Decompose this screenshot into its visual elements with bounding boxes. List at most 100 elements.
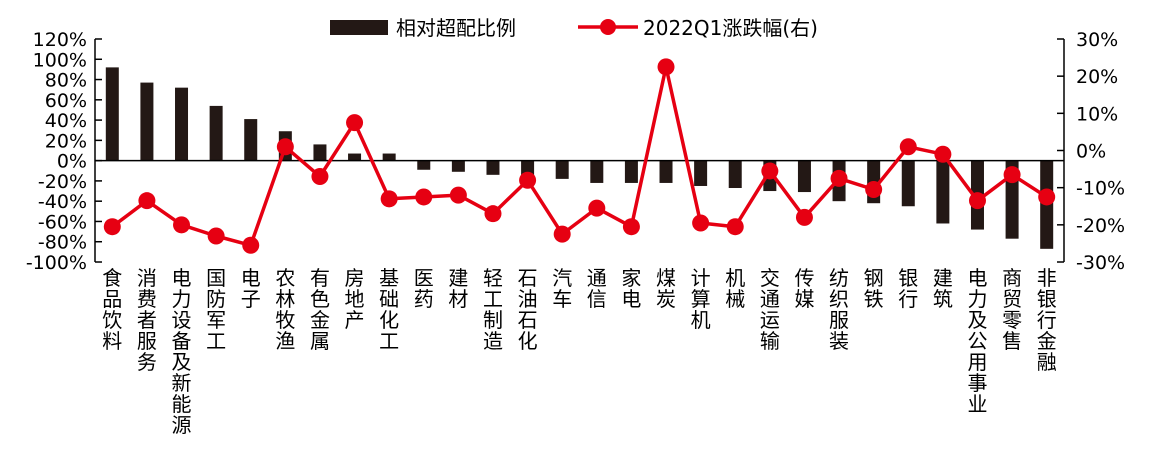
x-tick-label: 建筑	[933, 266, 953, 311]
y-left-tick-label: -20%	[38, 171, 87, 193]
y-left-tick-label: 40%	[45, 110, 87, 132]
x-tick-label: 机械	[725, 266, 745, 311]
bar-机械	[728, 160, 742, 189]
legend-line-marker	[600, 19, 616, 35]
line-point-传媒	[795, 208, 813, 226]
y-left-tick-label: -60%	[38, 211, 87, 233]
y-left-tick-label: 120%	[33, 29, 87, 51]
line-point-建筑	[934, 145, 952, 163]
x-tick-label: 银行	[898, 266, 918, 311]
line-point-石油石化	[519, 171, 537, 189]
x-tick-label: 非银行金融	[1037, 266, 1057, 374]
line-point-通信	[588, 199, 606, 217]
y-right-tick-label: 0%	[1076, 141, 1106, 163]
y-right-tick-label: 10%	[1076, 103, 1118, 125]
x-tick-label: 钢铁	[864, 266, 884, 311]
x-tick-label: 电力设备及新能源	[172, 266, 192, 437]
category-labels: 食品饮料消费者服务电力设备及新能源国防军工电子农林牧渔有色金属房地产基础化工医药…	[102, 266, 1056, 437]
line-point-有色金属	[311, 168, 329, 186]
line-point-机械	[726, 218, 744, 236]
x-tick-label: 传媒	[794, 266, 814, 311]
line-point-食品饮料	[103, 218, 121, 236]
x-tick-label: 电子	[241, 266, 261, 311]
line-point-医药	[415, 188, 433, 206]
x-tick-label: 有色金属	[310, 266, 330, 353]
y-right-tick-label: 30%	[1076, 29, 1118, 51]
line-point-商贸零售	[1003, 166, 1021, 184]
x-tick-label: 建材	[448, 266, 468, 311]
legend-bar-label: 相对超配比例	[396, 16, 516, 40]
y-right-tick-label: -10%	[1076, 178, 1125, 200]
y-left-tick-label: -100%	[26, 252, 87, 274]
line-point-汽车	[553, 225, 571, 243]
x-tick-label: 农林牧渔	[275, 266, 295, 353]
line-series	[103, 58, 1056, 254]
line-point-家电	[622, 218, 640, 236]
y-left-tick-label: 100%	[33, 49, 87, 71]
bar-通信	[590, 160, 604, 183]
y-axis-right: 30% 20% 10% 0% -10% -20% -30%	[1057, 29, 1125, 274]
legend-line-label: 2022Q1涨跌幅(右)	[643, 16, 818, 40]
x-tick-label: 家电	[621, 266, 641, 311]
bar-汽车	[555, 160, 569, 179]
line-point-轻工制造	[484, 205, 502, 223]
line-point-基础化工	[380, 190, 398, 208]
bar-建材	[451, 160, 465, 172]
x-tick-label: 房地产	[345, 266, 365, 332]
line-point-电力及公用事业	[968, 192, 986, 210]
x-tick-label: 轻工制造	[483, 266, 503, 353]
x-tick-label: 食品饮料	[102, 266, 122, 353]
y-left-tick-label: 60%	[45, 90, 87, 112]
bar-煤炭	[659, 160, 673, 183]
x-tick-label: 消费者服务	[137, 266, 157, 374]
line-point-非银行金融	[1038, 188, 1056, 206]
bar-家电	[624, 160, 638, 183]
line-point-计算机	[692, 214, 710, 232]
y-left-tick-label: 80%	[45, 70, 87, 92]
x-tick-label: 医药	[414, 266, 434, 311]
line-point-钢铁	[865, 181, 883, 199]
x-tick-label: 基础化工	[379, 266, 399, 353]
line-path	[111, 65, 1048, 248]
line-point-农林牧渔	[276, 138, 294, 156]
x-tick-label: 煤炭	[656, 266, 676, 311]
x-tick-label: 汽车	[552, 266, 572, 311]
bar-有色金属	[313, 144, 327, 161]
bar-医药	[417, 160, 431, 170]
y-right-tick-label: -20%	[1076, 215, 1125, 237]
y-axis-left: 120%100%80%60%40%20%0%-20%-40%-60%-80%-1…	[26, 29, 102, 274]
line-point-电力设备及新能源	[173, 216, 191, 234]
bar-基础化工	[382, 153, 396, 161]
line-point-纺织服装	[830, 169, 848, 187]
line-point-国防军工	[207, 227, 225, 245]
x-tick-label: 纺织服装	[829, 266, 849, 353]
bar-食品饮料	[105, 67, 119, 161]
line-point-交通运输	[761, 162, 779, 180]
y-left-tick-label: -80%	[38, 232, 87, 254]
line-point-电子	[242, 236, 260, 254]
bar-消费者服务	[140, 82, 154, 161]
bar-国防军工	[209, 105, 223, 161]
y-left-tick-label: -40%	[38, 191, 87, 213]
bar-建筑	[936, 160, 950, 224]
bar-传媒	[797, 160, 811, 193]
bar-电力设备及新能源	[175, 87, 189, 161]
bar-轻工制造	[486, 160, 500, 175]
x-tick-label: 国防军工	[206, 266, 226, 353]
x-tick-label: 计算机	[691, 266, 711, 332]
x-tick-label: 商贸零售	[1002, 266, 1022, 353]
x-tick-label: 通信	[587, 266, 607, 311]
y-left-tick-label: 0%	[57, 151, 87, 173]
x-tick-label: 交通运输	[760, 266, 780, 353]
line-point-建材	[449, 186, 467, 204]
bar-房地产	[348, 153, 362, 161]
bar-计算机	[694, 160, 708, 186]
line-point-房地产	[346, 114, 364, 132]
y-right-tick-label: -30%	[1076, 252, 1125, 274]
bar-银行	[901, 160, 915, 207]
line-point-消费者服务	[138, 192, 156, 210]
legend: 相对超配比例 2022Q1涨跌幅(右)	[330, 16, 818, 40]
legend-bar-swatch	[330, 20, 388, 35]
x-tick-label: 石油石化	[518, 266, 538, 353]
